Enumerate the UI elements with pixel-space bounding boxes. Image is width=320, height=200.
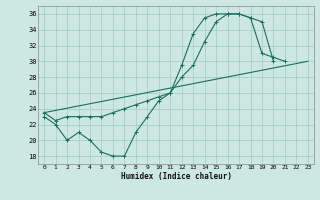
X-axis label: Humidex (Indice chaleur): Humidex (Indice chaleur) (121, 172, 231, 181)
